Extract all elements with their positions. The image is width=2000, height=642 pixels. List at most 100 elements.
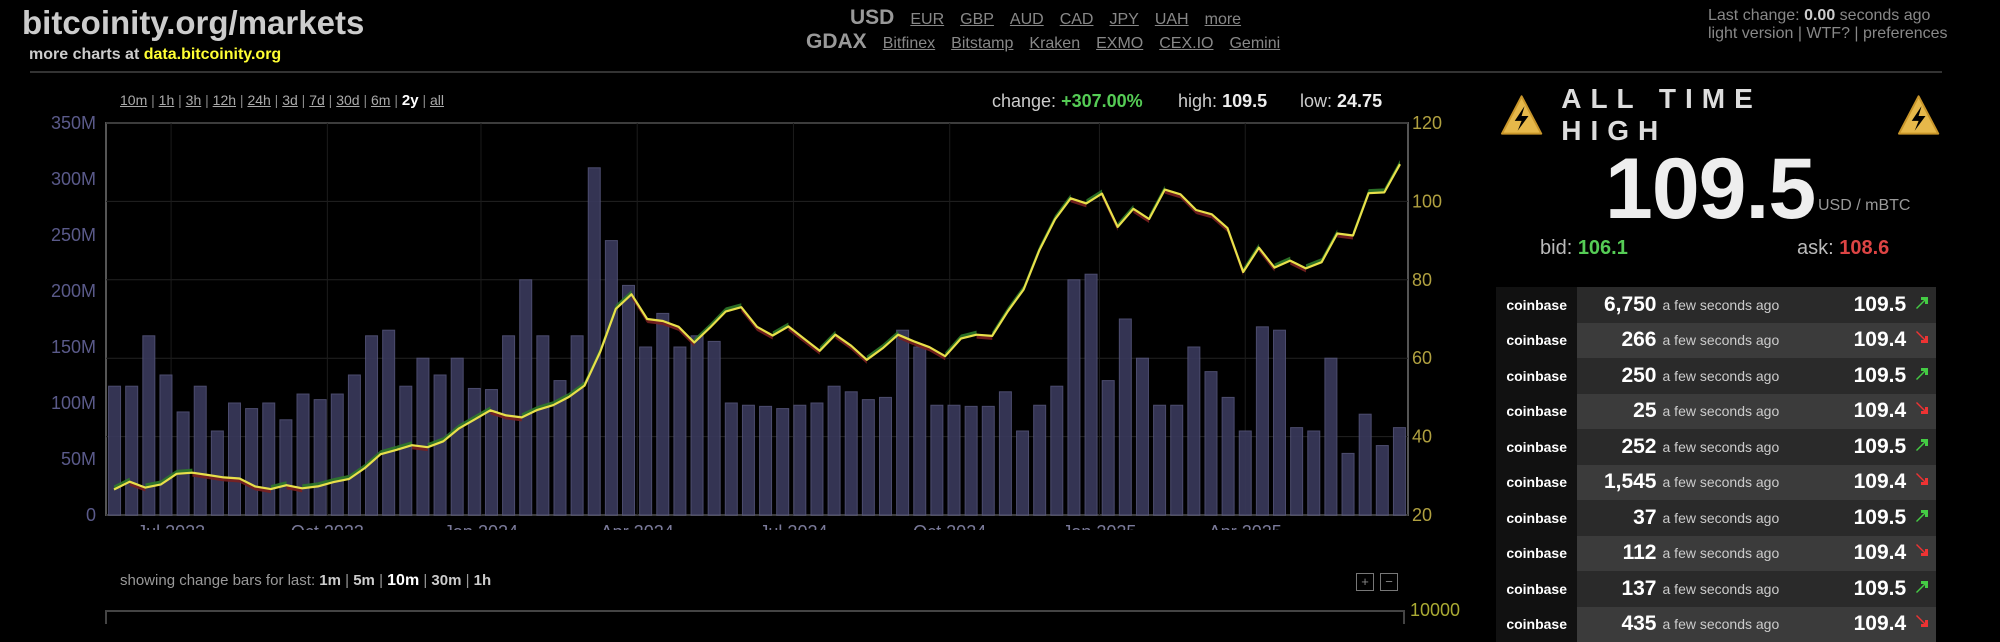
x-tick-label: Jul 2023 bbox=[137, 522, 205, 530]
light-version-link[interactable]: light version bbox=[1708, 25, 1793, 42]
change-bars-option-selected[interactable]: 10m bbox=[387, 572, 419, 589]
change-bars-option[interactable]: 1m bbox=[319, 572, 341, 589]
change-bars-option[interactable]: 1h bbox=[474, 572, 492, 589]
bid-price: bid: 106.1 bbox=[1540, 237, 1628, 260]
volume-bar bbox=[451, 358, 463, 515]
last-change-suffix: seconds ago bbox=[1840, 7, 1931, 24]
more-charts-link[interactable]: data.bitcoinity.org bbox=[144, 46, 281, 63]
range-link[interactable]: 30d bbox=[336, 92, 359, 108]
arrow-up-icon bbox=[1914, 436, 1930, 452]
trade-time: a few seconds ago bbox=[1663, 536, 1808, 572]
low-value: 24.75 bbox=[1337, 91, 1382, 111]
exchange-link[interactable]: CEX.IO bbox=[1159, 35, 1213, 53]
site-title[interactable]: bitcoinity.org/markets bbox=[22, 4, 364, 42]
x-tick-label: Apr 2025 bbox=[1209, 522, 1282, 530]
trade-price: 109.4 bbox=[1808, 536, 1915, 572]
volume-bar bbox=[1256, 327, 1268, 515]
change-label: change: bbox=[992, 91, 1056, 111]
volume-bar bbox=[657, 313, 669, 515]
change-bars-option[interactable]: 5m bbox=[353, 572, 375, 589]
trade-time: a few seconds ago bbox=[1663, 358, 1808, 394]
volume-bar bbox=[914, 347, 926, 515]
y-left-tick-label: 0 bbox=[86, 505, 96, 525]
more-charts-label: more charts at bbox=[29, 46, 139, 63]
trade-price: 109.5 bbox=[1808, 571, 1915, 607]
trade-amount: 252 bbox=[1577, 429, 1662, 465]
volume-bar bbox=[246, 409, 258, 515]
range-link[interactable]: 12h bbox=[213, 92, 236, 108]
volume-bar bbox=[366, 336, 378, 515]
x-tick-label: Oct 2024 bbox=[913, 522, 986, 530]
currency-link[interactable]: UAH bbox=[1155, 11, 1189, 29]
y-left-tick-label: 150M bbox=[51, 337, 96, 357]
volume-bar bbox=[109, 386, 121, 515]
volume-bar bbox=[1376, 446, 1388, 515]
arrow-up-icon bbox=[1914, 294, 1930, 310]
volume-bar bbox=[314, 400, 326, 515]
range-link[interactable]: 6m bbox=[371, 92, 390, 108]
volume-bar bbox=[571, 336, 583, 515]
arrow-up-icon bbox=[1914, 365, 1930, 381]
currency-link[interactable]: JPY bbox=[1109, 11, 1138, 29]
range-link[interactable]: 7d bbox=[309, 92, 325, 108]
currency-link[interactable]: GBP bbox=[960, 11, 994, 29]
volume-bar bbox=[177, 412, 189, 515]
exchange-link[interactable]: EXMO bbox=[1096, 35, 1143, 53]
all-time-high-text: ALL TIME HIGH bbox=[1561, 83, 1879, 147]
volume-bar bbox=[383, 330, 395, 515]
bid-value: 106.1 bbox=[1578, 237, 1628, 259]
currency-link[interactable]: AUD bbox=[1010, 11, 1044, 29]
volume-bar bbox=[1085, 274, 1097, 515]
y-left-tick-label: 350M bbox=[51, 113, 96, 133]
arrow-down-icon bbox=[1914, 323, 1936, 359]
change-bars-selector: showing change bars for last: 1m | 5m | … bbox=[120, 572, 491, 590]
price-volume-chart[interactable]: 050M100M150M200M250M300M350M204060801001… bbox=[0, 110, 1460, 530]
range-link[interactable]: 3h bbox=[186, 92, 202, 108]
trade-exchange: coinbase bbox=[1496, 536, 1577, 572]
zoom-out-button[interactable]: − bbox=[1380, 573, 1398, 591]
volume-bar bbox=[605, 241, 617, 515]
volume-bar bbox=[999, 392, 1011, 515]
wtf-link[interactable]: WTF? bbox=[1806, 25, 1850, 42]
volume-bar bbox=[1393, 428, 1405, 515]
exchange-link[interactable]: Bitfinex bbox=[883, 35, 935, 53]
currency-more-link[interactable]: more bbox=[1205, 11, 1241, 29]
range-link-selected[interactable]: 2y bbox=[402, 92, 419, 109]
volume-bar bbox=[1136, 358, 1148, 515]
change-bars-option[interactable]: 30m bbox=[431, 572, 461, 589]
volume-bar bbox=[931, 405, 943, 515]
exchange-link[interactable]: Gemini bbox=[1229, 35, 1280, 53]
range-link[interactable]: 10m bbox=[120, 92, 147, 108]
header-status: Last change: 0.00 seconds ago light vers… bbox=[1708, 7, 1948, 43]
exchange-selected: GDAX bbox=[806, 30, 867, 54]
preferences-link[interactable]: preferences bbox=[1863, 25, 1948, 42]
volume-bar bbox=[1205, 372, 1217, 515]
trade-amount: 435 bbox=[1577, 607, 1662, 642]
x-tick-label: Jul 2024 bbox=[759, 522, 827, 530]
arrow-down-icon bbox=[1914, 394, 1936, 430]
range-link[interactable]: 24h bbox=[247, 92, 270, 108]
exchange-link[interactable]: Bitstamp bbox=[951, 35, 1013, 53]
arrow-down-icon bbox=[1914, 330, 1930, 346]
range-link[interactable]: 3d bbox=[282, 92, 298, 108]
volume-bar bbox=[794, 405, 806, 515]
volume-bar bbox=[760, 406, 772, 515]
volume-bar bbox=[126, 386, 138, 515]
volume-bar bbox=[862, 400, 874, 515]
range-link[interactable]: 1h bbox=[159, 92, 175, 108]
exchange-link[interactable]: Kraken bbox=[1029, 35, 1080, 53]
trade-amount: 112 bbox=[1577, 536, 1662, 572]
currency-link[interactable]: EUR bbox=[910, 11, 944, 29]
currency-link[interactable]: CAD bbox=[1060, 11, 1094, 29]
zoom-in-button[interactable]: + bbox=[1356, 573, 1374, 591]
header-divider bbox=[30, 71, 1942, 73]
trade-price: 109.5 bbox=[1808, 287, 1915, 323]
all-time-high-banner: ALL TIME HIGH bbox=[1500, 90, 1940, 140]
arrow-down-icon bbox=[1914, 614, 1930, 630]
arrow-up-icon bbox=[1914, 507, 1930, 523]
range-link[interactable]: all bbox=[430, 92, 444, 108]
